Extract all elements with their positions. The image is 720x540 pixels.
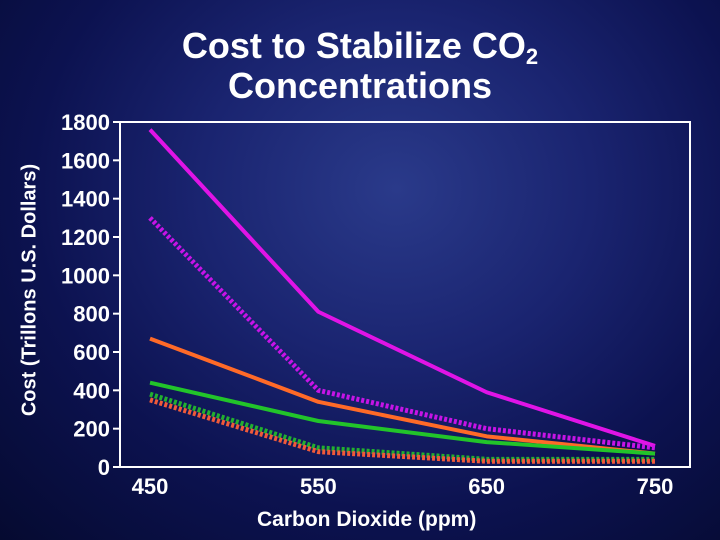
title-subscript: 2 [525,44,539,69]
series-line-1 [148,128,656,448]
y-tick-label: 400 [73,378,110,403]
chart-title: Cost to Stabilize CO2 Concentrations [150,26,570,106]
y-tick-label: 200 [73,417,110,442]
x-axis-label: Carbon Dioxide (ppm) [257,508,477,531]
y-tick-label: 1800 [61,110,110,135]
y-tick-label: 800 [73,302,110,327]
y-tick-label: 1400 [61,187,110,212]
y-tick-label: 600 [73,340,110,365]
title-line1: Cost to Stabilize CO2 [181,25,539,69]
x-tick-label: 750 [637,474,674,499]
x-tick-label: 450 [132,474,169,499]
y-tick-label: 1000 [61,263,110,288]
plot-area [119,121,691,468]
title-line2: Concentrations [227,65,493,106]
x-tick-label: 650 [468,474,505,499]
y-tick-label: 0 [98,455,110,480]
series-line-5 [149,391,655,462]
y-tick-label: 1200 [61,225,110,250]
series-line-4 [149,380,656,456]
series-line-2 [148,216,656,451]
y-tick-label: 1600 [61,148,110,173]
x-tick-label: 550 [300,474,337,499]
series-line-6 [149,397,655,464]
series-line-3 [149,336,656,456]
